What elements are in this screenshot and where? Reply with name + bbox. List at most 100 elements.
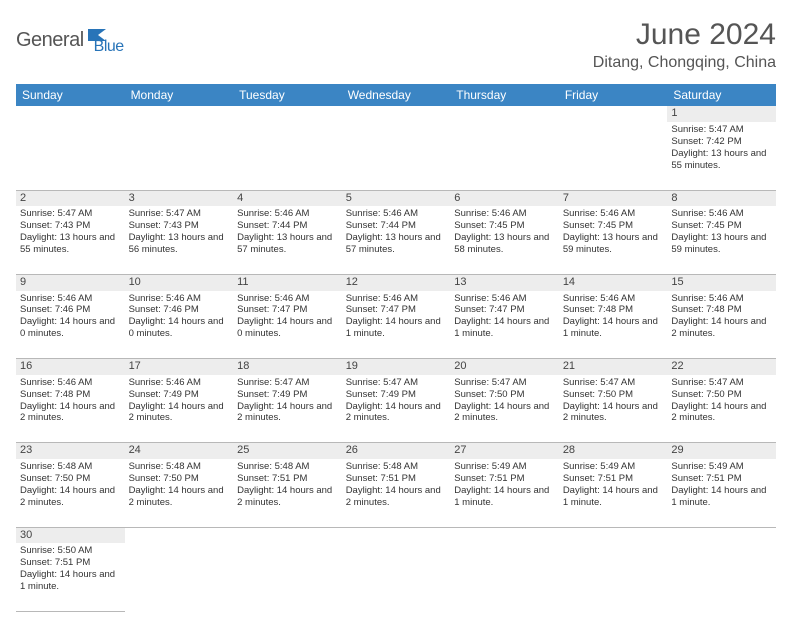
- sunrise-text: Sunrise: 5:47 AM: [129, 208, 230, 220]
- day-cell: Sunrise: 5:46 AMSunset: 7:47 PMDaylight:…: [342, 291, 451, 359]
- day-cell: Sunrise: 5:49 AMSunset: 7:51 PMDaylight:…: [667, 459, 776, 527]
- day-cell: Sunrise: 5:47 AMSunset: 7:49 PMDaylight:…: [342, 375, 451, 443]
- day-number-row: 2345678: [16, 190, 776, 206]
- day-number-cell: 2: [16, 190, 125, 206]
- day-cell: [342, 122, 451, 190]
- daylight-text: Daylight: 14 hours and 2 minutes.: [129, 401, 230, 425]
- daylight-text: Daylight: 14 hours and 1 minute.: [563, 316, 664, 340]
- sunset-text: Sunset: 7:46 PM: [20, 304, 121, 316]
- day-number-row: 30: [16, 527, 776, 543]
- sunrise-text: Sunrise: 5:47 AM: [237, 377, 338, 389]
- day-cell: Sunrise: 5:46 AMSunset: 7:45 PMDaylight:…: [667, 206, 776, 274]
- day-cell: Sunrise: 5:47 AMSunset: 7:43 PMDaylight:…: [16, 206, 125, 274]
- sunset-text: Sunset: 7:45 PM: [671, 220, 772, 232]
- daylight-text: Daylight: 14 hours and 0 minutes.: [129, 316, 230, 340]
- day-number-cell: 19: [342, 359, 451, 375]
- daylight-text: Daylight: 13 hours and 58 minutes.: [454, 232, 555, 256]
- day-number-cell: 1: [667, 106, 776, 122]
- week-row: Sunrise: 5:46 AMSunset: 7:46 PMDaylight:…: [16, 291, 776, 359]
- daylight-text: Daylight: 14 hours and 1 minute.: [346, 316, 447, 340]
- daylight-text: Daylight: 14 hours and 0 minutes.: [20, 316, 121, 340]
- daylight-text: Daylight: 14 hours and 2 minutes.: [237, 401, 338, 425]
- day-number-cell: 28: [559, 443, 668, 459]
- day-cell: [559, 543, 668, 611]
- daylight-text: Daylight: 14 hours and 2 minutes.: [20, 401, 121, 425]
- sunrise-text: Sunrise: 5:49 AM: [671, 461, 772, 473]
- day-number-cell: 10: [125, 274, 234, 290]
- sunrise-text: Sunrise: 5:46 AM: [237, 293, 338, 305]
- sunrise-text: Sunrise: 5:47 AM: [454, 377, 555, 389]
- day-cell: Sunrise: 5:46 AMSunset: 7:45 PMDaylight:…: [450, 206, 559, 274]
- day-number-cell: 12: [342, 274, 451, 290]
- day-cell: [233, 543, 342, 611]
- sunset-text: Sunset: 7:46 PM: [129, 304, 230, 316]
- day-number-cell: 26: [342, 443, 451, 459]
- day-number-cell: [16, 106, 125, 122]
- sunrise-text: Sunrise: 5:46 AM: [454, 208, 555, 220]
- daylight-text: Daylight: 14 hours and 2 minutes.: [129, 485, 230, 509]
- weekday-header: Tuesday: [233, 84, 342, 106]
- weekday-header: Saturday: [667, 84, 776, 106]
- day-cell: Sunrise: 5:48 AMSunset: 7:50 PMDaylight:…: [16, 459, 125, 527]
- sunset-text: Sunset: 7:51 PM: [20, 557, 121, 569]
- day-cell: Sunrise: 5:48 AMSunset: 7:50 PMDaylight:…: [125, 459, 234, 527]
- sunrise-text: Sunrise: 5:50 AM: [20, 545, 121, 557]
- sunset-text: Sunset: 7:49 PM: [129, 389, 230, 401]
- day-number-cell: [125, 106, 234, 122]
- sunset-text: Sunset: 7:48 PM: [671, 304, 772, 316]
- sunset-text: Sunset: 7:45 PM: [454, 220, 555, 232]
- daylight-text: Daylight: 14 hours and 2 minutes.: [237, 485, 338, 509]
- week-row: Sunrise: 5:50 AMSunset: 7:51 PMDaylight:…: [16, 543, 776, 611]
- calendar-body: 1Sunrise: 5:47 AMSunset: 7:42 PMDaylight…: [16, 106, 776, 611]
- day-cell: [450, 543, 559, 611]
- day-cell: Sunrise: 5:48 AMSunset: 7:51 PMDaylight:…: [342, 459, 451, 527]
- day-number-cell: 30: [16, 527, 125, 543]
- day-number-cell: 21: [559, 359, 668, 375]
- day-cell: [450, 122, 559, 190]
- weekday-header: Friday: [559, 84, 668, 106]
- sunset-text: Sunset: 7:48 PM: [563, 304, 664, 316]
- day-number-cell: 5: [342, 190, 451, 206]
- day-cell: Sunrise: 5:46 AMSunset: 7:44 PMDaylight:…: [342, 206, 451, 274]
- day-number-cell: [125, 527, 234, 543]
- day-cell: Sunrise: 5:46 AMSunset: 7:46 PMDaylight:…: [16, 291, 125, 359]
- sunset-text: Sunset: 7:50 PM: [20, 473, 121, 485]
- day-cell: [125, 543, 234, 611]
- sunrise-text: Sunrise: 5:47 AM: [671, 124, 772, 136]
- sunrise-text: Sunrise: 5:48 AM: [20, 461, 121, 473]
- week-row: Sunrise: 5:48 AMSunset: 7:50 PMDaylight:…: [16, 459, 776, 527]
- sunset-text: Sunset: 7:48 PM: [20, 389, 121, 401]
- day-number-cell: 9: [16, 274, 125, 290]
- day-cell: Sunrise: 5:46 AMSunset: 7:46 PMDaylight:…: [125, 291, 234, 359]
- sunset-text: Sunset: 7:42 PM: [671, 136, 772, 148]
- month-title: June 2024: [593, 18, 776, 52]
- day-number-cell: [342, 106, 451, 122]
- day-cell: Sunrise: 5:47 AMSunset: 7:50 PMDaylight:…: [667, 375, 776, 443]
- day-number-cell: 18: [233, 359, 342, 375]
- sunrise-text: Sunrise: 5:46 AM: [346, 208, 447, 220]
- day-number-cell: 4: [233, 190, 342, 206]
- day-number-cell: [450, 106, 559, 122]
- day-cell: Sunrise: 5:47 AMSunset: 7:42 PMDaylight:…: [667, 122, 776, 190]
- sunrise-text: Sunrise: 5:46 AM: [20, 377, 121, 389]
- sunrise-text: Sunrise: 5:48 AM: [129, 461, 230, 473]
- day-number-cell: 7: [559, 190, 668, 206]
- day-cell: Sunrise: 5:46 AMSunset: 7:44 PMDaylight:…: [233, 206, 342, 274]
- sunrise-text: Sunrise: 5:48 AM: [237, 461, 338, 473]
- daylight-text: Daylight: 13 hours and 55 minutes.: [671, 148, 772, 172]
- sunrise-text: Sunrise: 5:46 AM: [671, 293, 772, 305]
- sunset-text: Sunset: 7:47 PM: [237, 304, 338, 316]
- sunset-text: Sunset: 7:51 PM: [346, 473, 447, 485]
- sunrise-text: Sunrise: 5:47 AM: [346, 377, 447, 389]
- day-cell: Sunrise: 5:46 AMSunset: 7:48 PMDaylight:…: [559, 291, 668, 359]
- sunset-text: Sunset: 7:50 PM: [563, 389, 664, 401]
- weekday-header-row: Sunday Monday Tuesday Wednesday Thursday…: [16, 84, 776, 106]
- day-cell: Sunrise: 5:46 AMSunset: 7:48 PMDaylight:…: [16, 375, 125, 443]
- sunrise-text: Sunrise: 5:46 AM: [346, 293, 447, 305]
- day-number-cell: 25: [233, 443, 342, 459]
- sunset-text: Sunset: 7:51 PM: [671, 473, 772, 485]
- header: General Blue June 2024 Ditang, Chongqing…: [16, 18, 776, 72]
- sunrise-text: Sunrise: 5:46 AM: [454, 293, 555, 305]
- day-number-row: 23242526272829: [16, 443, 776, 459]
- day-cell: Sunrise: 5:48 AMSunset: 7:51 PMDaylight:…: [233, 459, 342, 527]
